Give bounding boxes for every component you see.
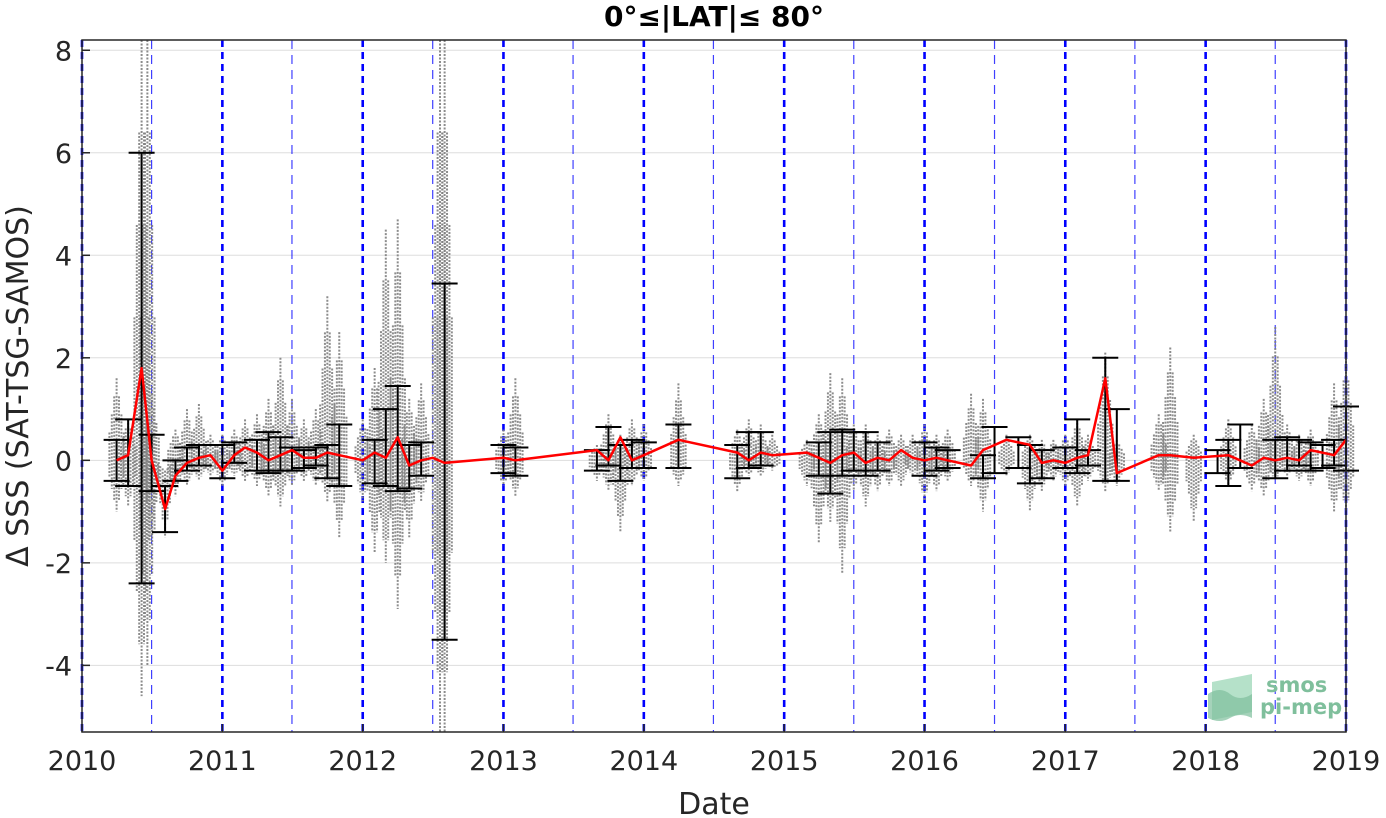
logo-line1: smos [1266, 673, 1327, 697]
smos-pi-mep-logo: smos pi-mep [1208, 673, 1342, 721]
x-tick-label: 2016 [890, 746, 959, 777]
y-tick-label: 2 [55, 344, 72, 375]
x-tick-label: 2010 [48, 746, 117, 777]
x-axis-label: Date [678, 787, 750, 818]
year-marker-lines [80, 40, 1348, 732]
x-tick-label: 2012 [328, 746, 397, 777]
y-tick-label: -2 [45, 549, 72, 580]
y-tick-label: 6 [55, 139, 72, 170]
y-tick-label: -4 [45, 651, 72, 682]
x-tick-label: 2013 [469, 746, 538, 777]
point-cloud-layer [108, 40, 1355, 732]
y-tick-labels: -4 -2 0 2 4 6 8 [45, 36, 90, 682]
logo-waves-icon-2 [1208, 690, 1252, 721]
chart-title: 0°≤|LAT|≤ 80° [604, 0, 824, 33]
mean-line-layer [116, 366, 1347, 511]
plot-frame [81, 39, 1347, 733]
y-axis-label: Δ SSS (SAT-TSG-SAMOS) [1, 205, 36, 567]
logo-line2: pi-mep [1260, 695, 1342, 719]
x-tick-label: 2011 [188, 746, 257, 777]
x-tick-label: 2019 [1312, 746, 1381, 777]
x-tick-label: 2014 [609, 746, 678, 777]
mean-line [116, 366, 1347, 511]
y-tick-label: 0 [55, 446, 72, 477]
x-tick-label: 2015 [750, 746, 819, 777]
y-tick-label: 4 [55, 241, 72, 272]
x-tick-label: 2017 [1031, 746, 1100, 777]
x-tick-label: 2018 [1171, 746, 1240, 777]
x-tick-labels: 2010 2011 2012 2013 2014 2015 2016 2017 2018 2019 [48, 724, 1381, 777]
y-tick-label: 8 [55, 36, 72, 67]
